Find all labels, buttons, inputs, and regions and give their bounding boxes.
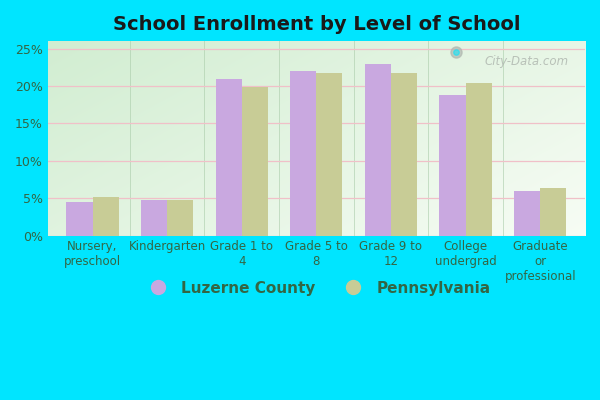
- Bar: [316, 72, 343, 236]
- Bar: [391, 73, 417, 236]
- Bar: [466, 83, 492, 236]
- Bar: [540, 188, 566, 236]
- Bar: [215, 78, 242, 236]
- Bar: [167, 200, 193, 236]
- Bar: [365, 64, 391, 236]
- Bar: [242, 88, 268, 236]
- Title: School Enrollment by Level of School: School Enrollment by Level of School: [113, 15, 520, 34]
- Bar: [514, 191, 540, 236]
- Bar: [92, 198, 119, 236]
- Text: City-Data.com: City-Data.com: [485, 55, 569, 68]
- Bar: [439, 95, 466, 236]
- Bar: [290, 71, 316, 236]
- Bar: [141, 200, 167, 236]
- Legend: Luzerne County, Pennsylvania: Luzerne County, Pennsylvania: [136, 275, 496, 302]
- Bar: [67, 202, 92, 236]
